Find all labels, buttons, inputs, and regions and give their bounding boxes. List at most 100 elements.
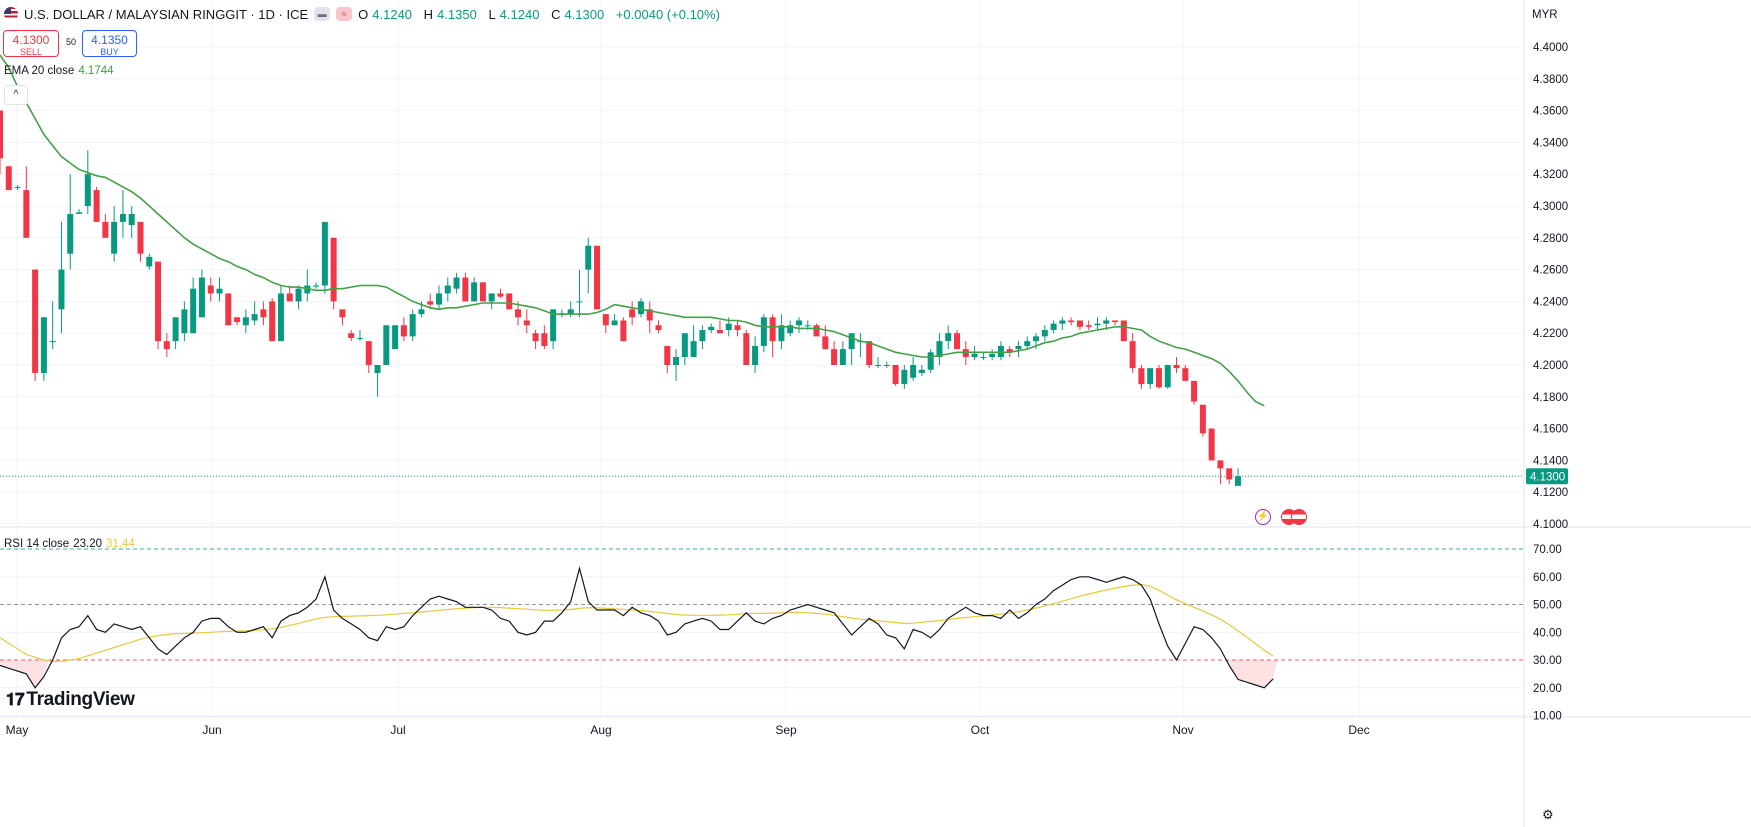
- my-event-icon[interactable]: [1291, 509, 1307, 525]
- candle-body: [875, 365, 881, 366]
- candle-body: [813, 325, 820, 337]
- candle-body: [769, 317, 776, 342]
- rsi-legend[interactable]: RSI 14 close 23.20 31.44: [4, 538, 135, 550]
- candle: [611, 314, 618, 326]
- candle-body: [1199, 404, 1206, 434]
- last-price-label: 4.1300: [1526, 468, 1568, 485]
- candle-body: [971, 353, 978, 358]
- candle: [673, 349, 680, 381]
- more-options-icon[interactable]: ▬: [314, 7, 331, 21]
- candle: [1024, 336, 1031, 350]
- candle: [655, 320, 662, 334]
- candle: [532, 330, 539, 350]
- candle-body: [629, 309, 636, 318]
- candle: [32, 269, 39, 381]
- candle: [1217, 460, 1224, 485]
- candle-body: [980, 357, 987, 359]
- candle-body: [286, 293, 293, 302]
- buy-button[interactable]: 4.1350 BUY: [82, 30, 137, 57]
- y-tick-label: 4.3000: [1533, 201, 1568, 213]
- candle-body: [883, 365, 890, 366]
- candle-body: [146, 256, 153, 267]
- rsi-tick-label: 10.00: [1533, 711, 1562, 723]
- rsi-oversold-fill: [0, 660, 49, 688]
- candle: [787, 320, 794, 337]
- candle-body: [225, 293, 232, 326]
- candle: [163, 333, 170, 358]
- candle-body: [655, 325, 662, 331]
- x-tick-label: Sep: [775, 723, 797, 737]
- rsi-tick-label: 40.00: [1533, 627, 1562, 639]
- settings-gear-icon[interactable]: ⚙: [1542, 807, 1554, 822]
- candle: [760, 314, 767, 353]
- candle-body: [954, 333, 961, 350]
- candle: [453, 272, 460, 294]
- market-status-icon[interactable]: ≈: [336, 7, 353, 21]
- candle-body: [392, 325, 399, 350]
- y-tick-label: 4.2000: [1533, 360, 1568, 372]
- candle: [1147, 368, 1154, 389]
- candle-body: [1234, 476, 1241, 486]
- candle-body: [989, 353, 996, 358]
- candle-body: [1112, 320, 1119, 323]
- y-tick-label: 4.3400: [1533, 137, 1568, 149]
- symbol-title[interactable]: U.S. DOLLAR / MALAYSIAN RINGGIT · 1D · I…: [24, 6, 309, 22]
- close-value: 4.1300: [564, 6, 605, 22]
- candle: [172, 317, 179, 350]
- candle: [49, 301, 56, 350]
- candle: [383, 325, 390, 365]
- buy-price: 4.1350: [91, 33, 128, 47]
- candle: [716, 320, 723, 334]
- x-tick-label: Aug: [590, 723, 611, 737]
- candle-body: [831, 349, 838, 365]
- candle: [866, 341, 873, 369]
- candle-body: [418, 309, 425, 315]
- candle: [427, 293, 434, 310]
- candle-body: [339, 309, 346, 318]
- candle-body: [611, 320, 618, 326]
- lightning-event-icon[interactable]: ⚡: [1255, 509, 1271, 525]
- candle-body: [321, 221, 328, 286]
- candle: [1085, 320, 1092, 331]
- collapse-legend-button[interactable]: ^: [4, 85, 28, 105]
- candle-body: [646, 309, 653, 321]
- candle-body: [506, 293, 513, 310]
- candle: [251, 301, 258, 326]
- candle: [216, 277, 223, 302]
- candle: [330, 237, 337, 310]
- candle-body: [427, 301, 434, 305]
- x-tick-label: Nov: [1172, 723, 1193, 737]
- candle: [1199, 404, 1206, 437]
- candle-body: [374, 365, 381, 373]
- candle: [102, 213, 109, 238]
- candle: [234, 317, 241, 326]
- candle-body: [892, 365, 899, 385]
- candle-body: [1085, 325, 1092, 327]
- candle-body: [444, 285, 451, 294]
- candle-body: [330, 237, 337, 302]
- candle-body: [1059, 320, 1066, 324]
- candle-body: [1164, 365, 1171, 388]
- candle-body: [1208, 428, 1215, 461]
- candle: [392, 325, 399, 350]
- sell-button[interactable]: 4.1300 SELL: [3, 30, 59, 57]
- rsi-ma-line: [0, 583, 1274, 662]
- candle-body: [725, 323, 732, 331]
- candle: [365, 341, 372, 373]
- candle-body: [620, 320, 627, 342]
- ema-legend[interactable]: EMA 20 close 4.1744: [4, 65, 114, 77]
- candle-body: [137, 221, 144, 254]
- candle: [541, 325, 548, 350]
- candle-body: [181, 309, 188, 334]
- candle-body: [734, 325, 741, 331]
- sell-price: 4.1300: [12, 33, 50, 47]
- candle: [734, 320, 741, 337]
- candle: [260, 301, 267, 326]
- candle-body: [216, 288, 223, 294]
- candle: [681, 333, 688, 365]
- candle-body: [313, 285, 320, 287]
- candle-body: [40, 317, 47, 373]
- candle: [883, 361, 890, 369]
- rsi-ma-value: 31.44: [105, 538, 135, 550]
